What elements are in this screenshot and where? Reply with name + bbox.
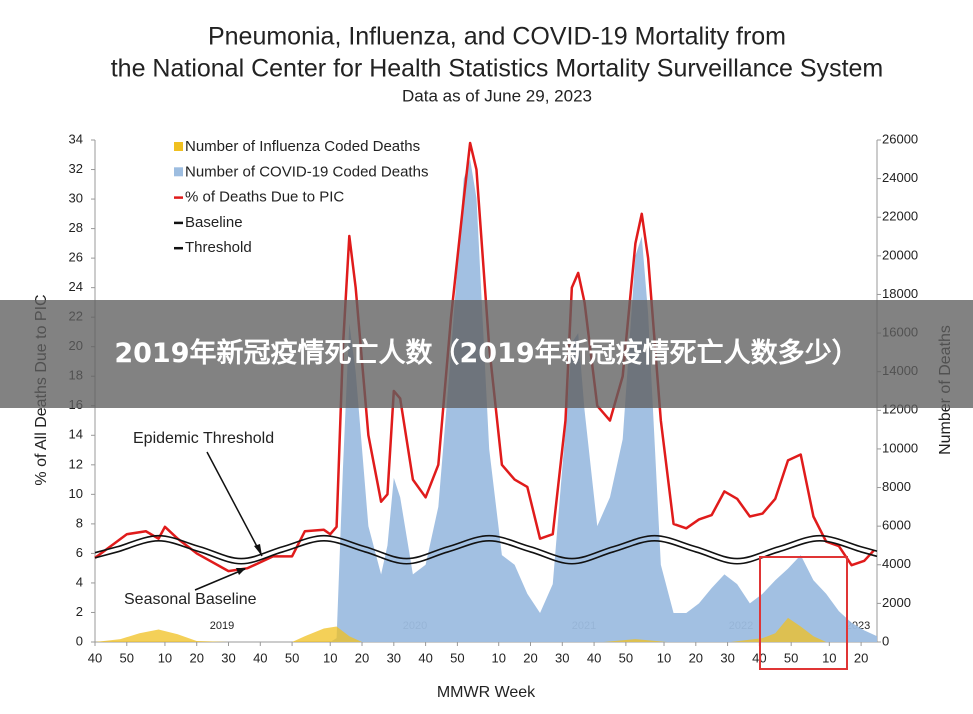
y2-tick-label: 24000 xyxy=(882,170,918,185)
legend-swatch xyxy=(174,167,183,177)
x-tick-label: 50 xyxy=(784,650,798,665)
x-tick-label: 50 xyxy=(120,650,134,665)
y-tick-label: 12 xyxy=(69,456,83,471)
x-tick-label: 20 xyxy=(189,650,203,665)
y-tick-label: 4 xyxy=(76,574,83,589)
y2-tick-label: 26000 xyxy=(882,131,918,146)
annotation-arrow xyxy=(194,568,246,591)
y2-tick-label: 20000 xyxy=(882,247,918,262)
arrow-head xyxy=(254,544,262,556)
annotation-arrow xyxy=(206,451,263,557)
annotation: Epidemic Threshold xyxy=(133,430,274,447)
plot-area: 0246810121416182022242628303234020004000… xyxy=(69,131,919,665)
y-tick-label: 34 xyxy=(69,131,83,146)
x-tick-label: 10 xyxy=(491,650,505,665)
y2-tick-label: 6000 xyxy=(882,518,911,533)
chart-subtitle: Data as of June 29, 2023 xyxy=(402,86,592,105)
x-tick-label: 20 xyxy=(854,650,868,665)
x-axis-title: MMWR Week xyxy=(437,684,536,701)
x-tick-label: 50 xyxy=(285,650,299,665)
y2-tick-label: 8000 xyxy=(882,479,911,494)
x-tick-label: 10 xyxy=(158,650,172,665)
x-tick-label: 30 xyxy=(555,650,569,665)
y-tick-label: 32 xyxy=(69,161,83,176)
annotation: Seasonal Baseline xyxy=(124,591,257,608)
y2-tick-label: 4000 xyxy=(882,556,911,571)
y-tick-label: 6 xyxy=(76,545,83,560)
x-tick-label: 40 xyxy=(253,650,267,665)
x-tick-label: 40 xyxy=(88,650,102,665)
x-tick-label: 50 xyxy=(619,650,633,665)
y2-tick-label: 2000 xyxy=(882,595,911,610)
year-label: 2019 xyxy=(210,620,234,632)
x-tick-label: 10 xyxy=(323,650,337,665)
y-tick-label: 26 xyxy=(69,250,83,265)
y-tick-label: 10 xyxy=(69,486,83,501)
line xyxy=(94,534,878,560)
y2-tick-label: 22000 xyxy=(882,209,918,224)
arrow-head xyxy=(236,568,246,575)
chart-title: the National Center for Health Statistic… xyxy=(111,55,884,83)
x-tick-label: 40 xyxy=(418,650,432,665)
x-tick-label: 20 xyxy=(523,650,537,665)
highlight-box xyxy=(759,556,848,670)
y-tick-label: 8 xyxy=(76,515,83,530)
x-tick-label: 30 xyxy=(221,650,235,665)
y2-tick-label: 18000 xyxy=(882,286,918,301)
legend-label: % of Deaths Due to PIC xyxy=(185,189,344,206)
area xyxy=(95,617,877,642)
x-tick-label: 10 xyxy=(822,650,836,665)
y-tick-label: 14 xyxy=(69,427,83,442)
area xyxy=(330,159,877,643)
overlay-banner: 2019年新冠疫情死亡人数（2019年新冠疫情死亡人数多少） xyxy=(0,300,973,408)
x-tick-label: 20 xyxy=(355,650,369,665)
legend-label: Number of COVID-19 Coded Deaths xyxy=(185,163,428,180)
y-tick-label: 2 xyxy=(76,604,83,619)
y-tick-label: 28 xyxy=(69,220,83,235)
legend-label: Baseline xyxy=(185,214,243,231)
y-tick-label: 30 xyxy=(69,190,83,205)
x-tick-label: 50 xyxy=(450,650,464,665)
x-tick-label: 10 xyxy=(657,650,671,665)
x-tick-label: 40 xyxy=(587,650,601,665)
y-tick-label: 24 xyxy=(69,279,83,294)
y2-tick-label: 10000 xyxy=(882,440,918,455)
y-tick-label: 0 xyxy=(76,633,83,648)
x-tick-label: 30 xyxy=(387,650,401,665)
legend-label: Threshold xyxy=(185,239,252,256)
chart-title: Pneumonia, Influenza, and COVID-19 Morta… xyxy=(208,23,786,51)
line xyxy=(94,141,875,573)
y2-tick-label: 0 xyxy=(882,633,889,648)
x-tick-label: 30 xyxy=(720,650,734,665)
x-tick-label: 20 xyxy=(689,650,703,665)
legend-label: Number of Influenza Coded Deaths xyxy=(185,138,420,155)
legend-swatch xyxy=(174,142,183,151)
